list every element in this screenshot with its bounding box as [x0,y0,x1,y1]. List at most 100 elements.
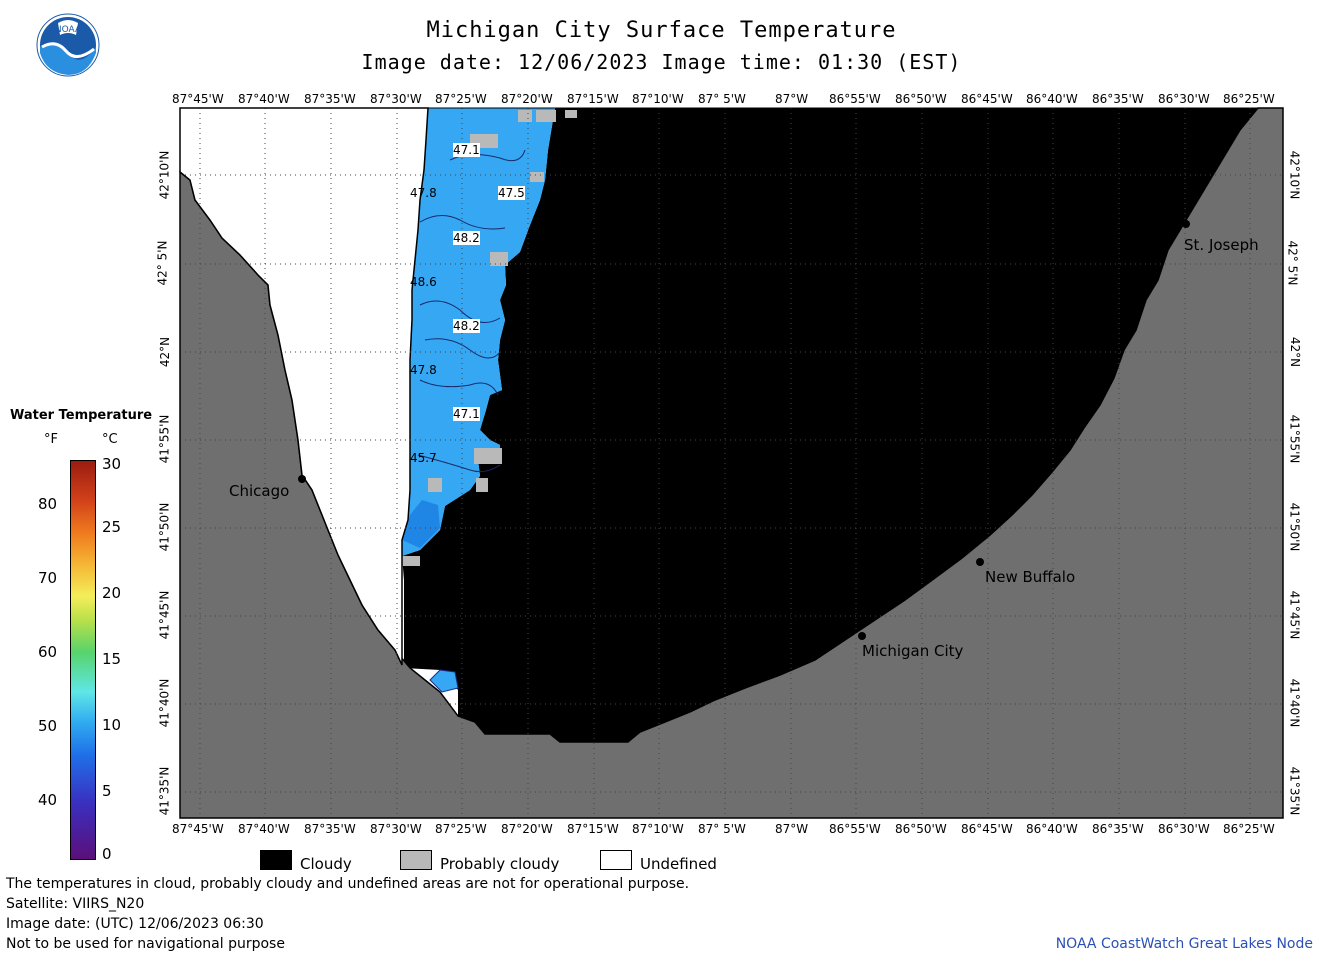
lon-label-bottom: 87°45'W [172,822,224,836]
disclaimer-text: The temperatures in cloud, probably clou… [6,876,690,892]
f-tick: 80 [38,495,58,513]
water-patch-south [429,669,459,693]
lat-label-right: 41°45'N [1287,590,1302,640]
isotherm-label: 48.2 [453,231,480,245]
lat-label-left: 41°55'N [157,414,172,464]
temperature-colorbar [70,460,96,860]
michigan-city-marker [858,632,866,640]
lon-label-bottom: 87°W [775,822,809,836]
lat-label-left: 42°N [158,336,173,368]
st-joseph-marker [1182,220,1190,228]
map-title: Michigan City Surface Temperature [426,18,897,43]
new-buffalo-marker [976,558,984,566]
map-frame [179,107,1284,819]
isotherm-label: 47.5 [498,186,525,200]
lon-label-top: 87°30'W [370,92,422,106]
lon-label-bottom: 87°10'W [632,822,684,836]
lon-label-top: 86°55'W [829,92,881,106]
cloudy-swatch [260,850,292,870]
f-tick: 70 [38,569,58,587]
isotherm-label: 47.1 [453,143,480,157]
lat-label-right: 41°40'N [1287,678,1302,728]
lon-label-top: 86°35'W [1092,92,1144,106]
c-tick: 10 [102,716,122,734]
lat-label-left: 42°10'N [157,150,172,200]
isotherm-label: 47.8 [410,363,437,377]
probably-cloudy-swatch [400,850,432,870]
city-label-st-joseph: St. Joseph [1184,236,1259,254]
cloudy-label: Cloudy [300,855,352,873]
isotherm-label: 47.8 [410,186,437,200]
c-tick: 20 [102,584,122,602]
credit-link[interactable]: NOAA CoastWatch Great Lakes Node [1055,936,1313,952]
isotherm-label: 45.7 [410,451,437,465]
unit-celsius: °C [102,432,118,447]
legend-title: Water Temperature [10,408,153,423]
lon-label-bottom: 87°15'W [567,822,619,836]
lon-label-bottom: 86°50'W [895,822,947,836]
water-cool-area [402,500,440,548]
f-tick: 60 [38,643,58,661]
lon-label-top: 87°25'W [435,92,487,106]
cloudy-area [402,108,1258,742]
lon-label-top: 86°25'W [1223,92,1275,106]
lon-label-bottom: 86°30'W [1158,822,1210,836]
lon-label-top: 87°W [775,92,809,106]
utc-date-text: Image date: (UTC) 12/06/2023 06:30 [6,916,264,932]
lat-label-right: 42°N [1288,336,1303,368]
lon-label-top: 86°45'W [961,92,1013,106]
lon-label-bottom: 87°20'W [501,822,553,836]
c-tick: 15 [102,650,122,668]
city-label-new-buffalo: New Buffalo [985,568,1076,586]
city-label-chicago: Chicago [229,482,290,500]
image-date-time: Image date: 12/06/2023 Image time: 01:30… [361,50,962,74]
lon-label-top: 87°15'W [567,92,619,106]
lon-label-bottom: 87°40'W [238,822,290,836]
lat-label-right: 41°55'N [1287,414,1302,464]
lon-label-top: 86°30'W [1158,92,1210,106]
probably-cloudy-label: Probably cloudy [440,855,560,873]
unit-fahrenheit: °F [44,432,58,447]
lat-label-right: 42°10'N [1287,150,1302,200]
chicago-marker [298,475,306,483]
lon-label-top: 87°40'W [238,92,290,106]
lon-label-bottom: 87°25'W [435,822,487,836]
c-tick: 0 [102,845,112,863]
lon-label-bottom: 87°35'W [304,822,356,836]
lon-label-bottom: 86°40'W [1026,822,1078,836]
noaa-logo-text: NOAA [55,25,82,35]
navigation-warning: Not to be used for navigational purpose [6,936,285,952]
lon-label-top: 87°35'W [304,92,356,106]
lat-label-left: 41°35'N [157,766,172,816]
undefined-label: Undefined [640,855,717,873]
lon-label-top: 87°45'W [172,92,224,106]
lon-label-bottom: 86°35'W [1092,822,1144,836]
undefined-area [179,107,429,666]
lat-label-left: 42° 5'N [155,240,170,286]
isotherm-label: 47.1 [453,407,480,421]
noaa-logo: NOAA [36,13,100,77]
satellite-text: Satellite: VIIRS_N20 [6,896,145,912]
f-tick: 50 [38,717,58,735]
lon-label-bottom: 86°25'W [1223,822,1275,836]
lon-label-top: 87°20'W [501,92,553,106]
lon-label-bottom: 87°30'W [370,822,422,836]
lat-label-right: 41°50'N [1287,502,1302,552]
isotherm-label: 48.6 [410,275,437,289]
lat-label-left: 41°45'N [157,590,172,640]
lon-label-top: 86°50'W [895,92,947,106]
undefined-swatch [600,850,632,870]
lon-label-bottom: 86°55'W [829,822,881,836]
probably-cloudy-patches [402,110,577,566]
city-label-michigan-city: Michigan City [862,642,964,660]
lon-label-top: 87° 5'W [698,92,746,106]
lon-label-top: 86°40'W [1026,92,1078,106]
lat-label-left: 41°40'N [157,678,172,728]
lon-label-bottom: 86°45'W [961,822,1013,836]
graticule [180,108,1283,818]
lat-label-right: 42° 5'N [1285,240,1300,286]
c-tick: 25 [102,518,122,536]
isotherm-lines [417,149,526,473]
lat-label-right: 41°35'N [1287,766,1302,816]
